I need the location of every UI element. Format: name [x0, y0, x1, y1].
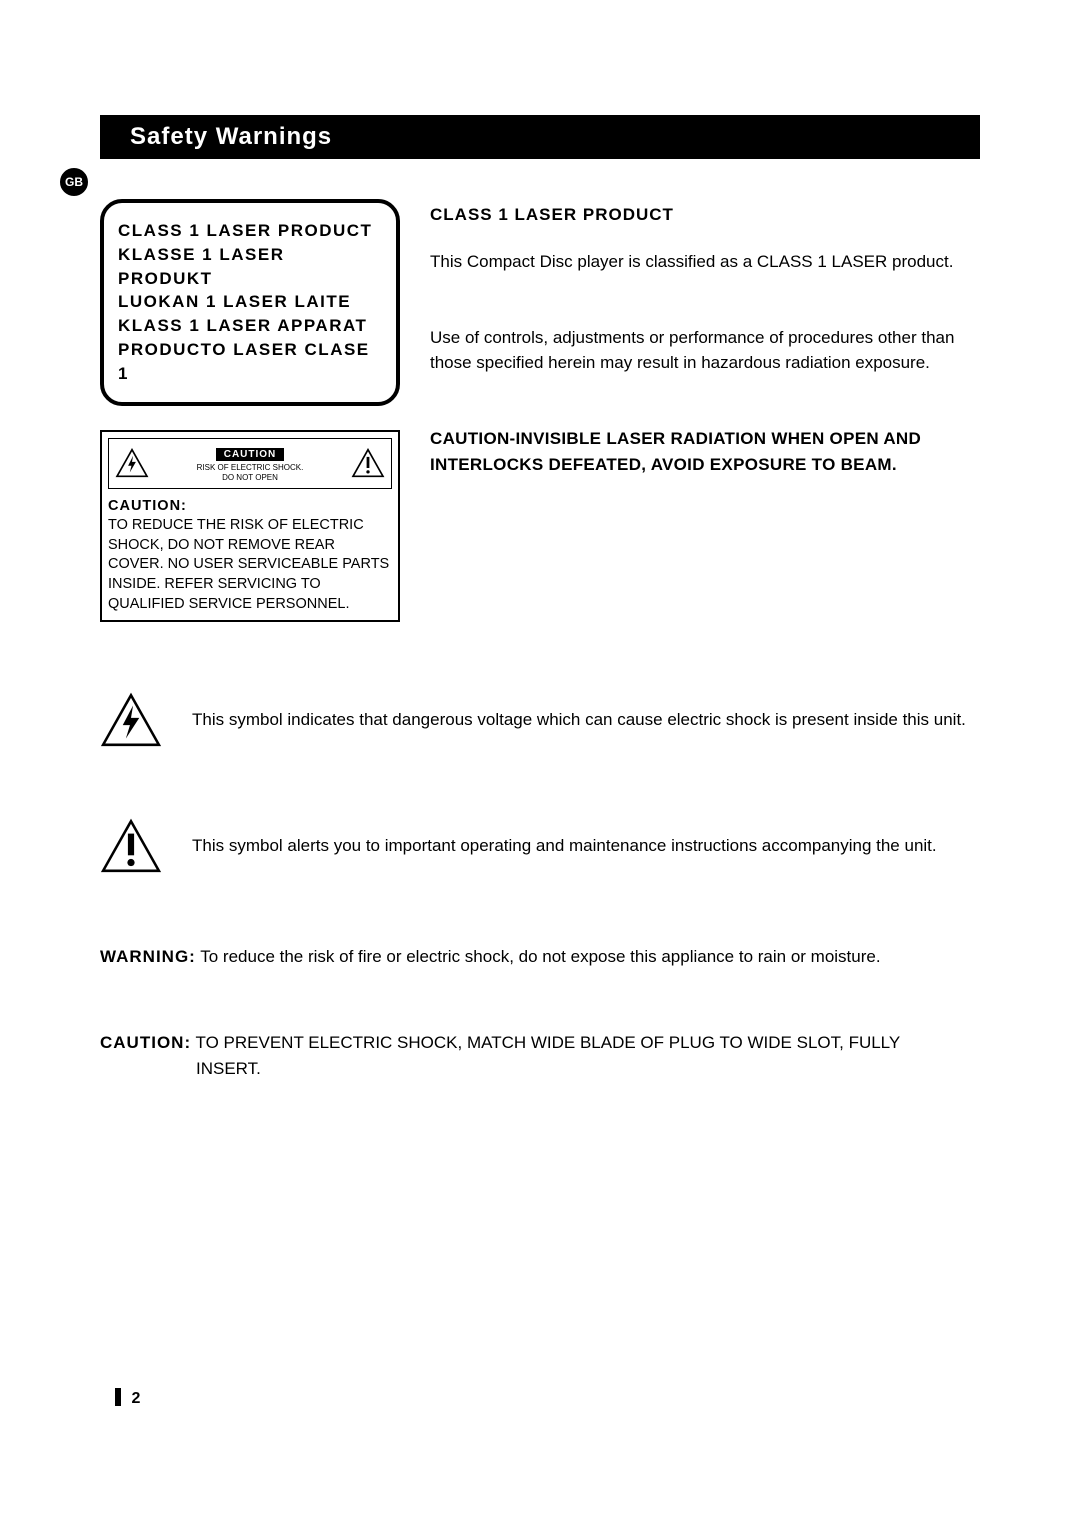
- right-bold-caution: CAUTION-INVISIBLE LASER RADIATION WHEN O…: [430, 426, 980, 479]
- caution-block-2: CAUTION: TO PREVENT ELECTRIC SHOCK, MATC…: [100, 1030, 980, 1083]
- caution-risk-1: RISK OF ELECTRIC SHOCK.: [153, 463, 347, 473]
- caution-box: CAUTION RISK OF ELECTRIC SHOCK. DO NOT O…: [100, 430, 400, 623]
- symbol-shock-text: This symbol indicates that dangerous vol…: [192, 707, 966, 733]
- symbol-row-shock: This symbol indicates that dangerous vol…: [100, 692, 980, 748]
- laser-line-5: PRODUCTO LASER CLASE 1: [118, 338, 382, 386]
- section-title-bar: Safety Warnings: [100, 115, 980, 159]
- laser-line-4: KLASS 1 LASER APPARAT: [118, 314, 382, 338]
- right-para-2: Use of controls, adjustments or performa…: [430, 325, 980, 376]
- section-title: Safety Warnings: [130, 123, 332, 150]
- caution2-label: CAUTION:: [100, 1033, 191, 1052]
- language-badge-text: GB: [65, 175, 83, 189]
- laser-line-1: CLASS 1 LASER PRODUCT: [118, 219, 382, 243]
- exclamation-triangle-icon: [351, 448, 385, 478]
- caution2-text-cont: INSERT.: [100, 1056, 980, 1082]
- right-column: CLASS 1 LASER PRODUCT This Compact Disc …: [430, 199, 980, 622]
- caution-risk-2: DO NOT OPEN: [153, 473, 347, 483]
- laser-line-3: LUOKAN 1 LASER LAITE: [118, 290, 382, 314]
- exclamation-triangle-icon-large: [100, 818, 162, 874]
- shock-triangle-icon: [115, 448, 149, 478]
- left-column: CLASS 1 LASER PRODUCT KLASSE 1 LASER PRO…: [100, 199, 400, 622]
- right-heading: CLASS 1 LASER PRODUCT: [430, 205, 980, 225]
- caution-body-text: TO REDUCE THE RISK OF ELECTRIC SHOCK, DO…: [108, 517, 389, 611]
- symbol-exclaim-text: This symbol alerts you to important oper…: [192, 833, 937, 859]
- warning-text: To reduce the risk of fire or electric s…: [196, 947, 881, 966]
- warning-block: WARNING: To reduce the risk of fire or e…: [100, 944, 980, 970]
- caution-banner: CAUTION: [216, 448, 285, 461]
- two-column-layout: CLASS 1 LASER PRODUCT KLASSE 1 LASER PRO…: [100, 199, 980, 622]
- laser-label-box: CLASS 1 LASER PRODUCT KLASSE 1 LASER PRO…: [100, 199, 400, 406]
- caution-center: CAUTION RISK OF ELECTRIC SHOCK. DO NOT O…: [153, 444, 347, 483]
- page-number-value: 2: [131, 1390, 140, 1407]
- warning-label: WARNING:: [100, 947, 196, 966]
- caution-body: CAUTION: TO REDUCE THE RISK OF ELECTRIC …: [108, 497, 392, 614]
- page-container: Safety Warnings GB CLASS 1 LASER PRODUCT…: [0, 0, 1080, 1142]
- caution2-text: TO PREVENT ELECTRIC SHOCK, MATCH WIDE BL…: [191, 1033, 900, 1052]
- caution-body-head: CAUTION:: [108, 498, 187, 514]
- page-number: 2: [115, 1388, 140, 1408]
- caution-inner-row: CAUTION RISK OF ELECTRIC SHOCK. DO NOT O…: [108, 438, 392, 489]
- shock-triangle-icon-large: [100, 692, 162, 748]
- laser-line-2: KLASSE 1 LASER PRODUKT: [118, 243, 382, 291]
- right-para-1: This Compact Disc player is classified a…: [430, 249, 980, 275]
- language-badge: GB: [60, 168, 88, 196]
- symbol-row-exclaim: This symbol alerts you to important oper…: [100, 818, 980, 874]
